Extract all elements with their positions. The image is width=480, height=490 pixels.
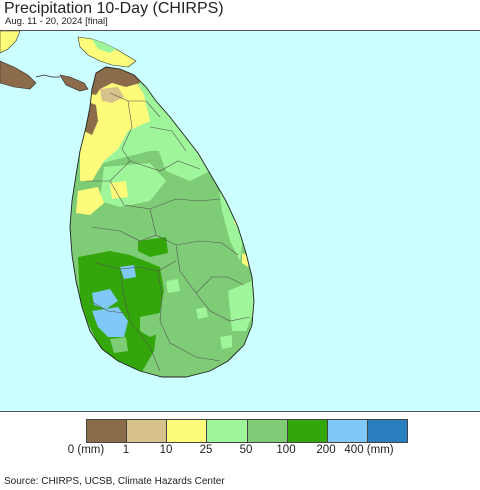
legend-tick-label: 0 (mm) — [67, 444, 105, 456]
legend-tick-label: 25 — [199, 444, 213, 456]
coastline — [69, 66, 255, 378]
legend-tick-label: 50 — [239, 444, 253, 456]
legend-tick-label: 400 (mm) — [344, 444, 394, 456]
legend-swatch — [127, 420, 168, 442]
adams-bridge — [35, 74, 60, 78]
legend-swatch — [327, 420, 368, 442]
legend-tick-label: 10 — [159, 444, 173, 456]
map-date-range: Aug. 11 - 20, 2024 [final] — [5, 16, 108, 27]
legend-tick-label: 200 — [316, 444, 336, 456]
legend-tick-label: 1 — [122, 444, 130, 456]
legend-tick-label: 100 — [276, 444, 296, 456]
precipitation-map — [0, 30, 480, 412]
legend-swatch — [87, 420, 128, 442]
precipitation-legend: 0 (mm) 1 10 25 50 100 200 400 (mm) — [68, 419, 408, 463]
mannar-island — [59, 74, 89, 92]
legend-swatch — [167, 420, 208, 442]
legend-swatch — [287, 420, 328, 442]
legend-swatch — [367, 420, 407, 442]
legend-swatch — [207, 420, 248, 442]
legend-swatch — [247, 420, 288, 442]
india-coast — [0, 31, 21, 54]
map-title: Precipitation 10-Day (CHIRPS) — [4, 0, 224, 17]
source-credit: Source: CHIRPS, UCSB, Climate Hazards Ce… — [4, 476, 225, 487]
jaffna-wet-patch — [92, 39, 116, 53]
legend-color-bar — [86, 419, 408, 443]
district-boundaries — [86, 92, 251, 372]
india-coast-dry — [0, 60, 37, 90]
